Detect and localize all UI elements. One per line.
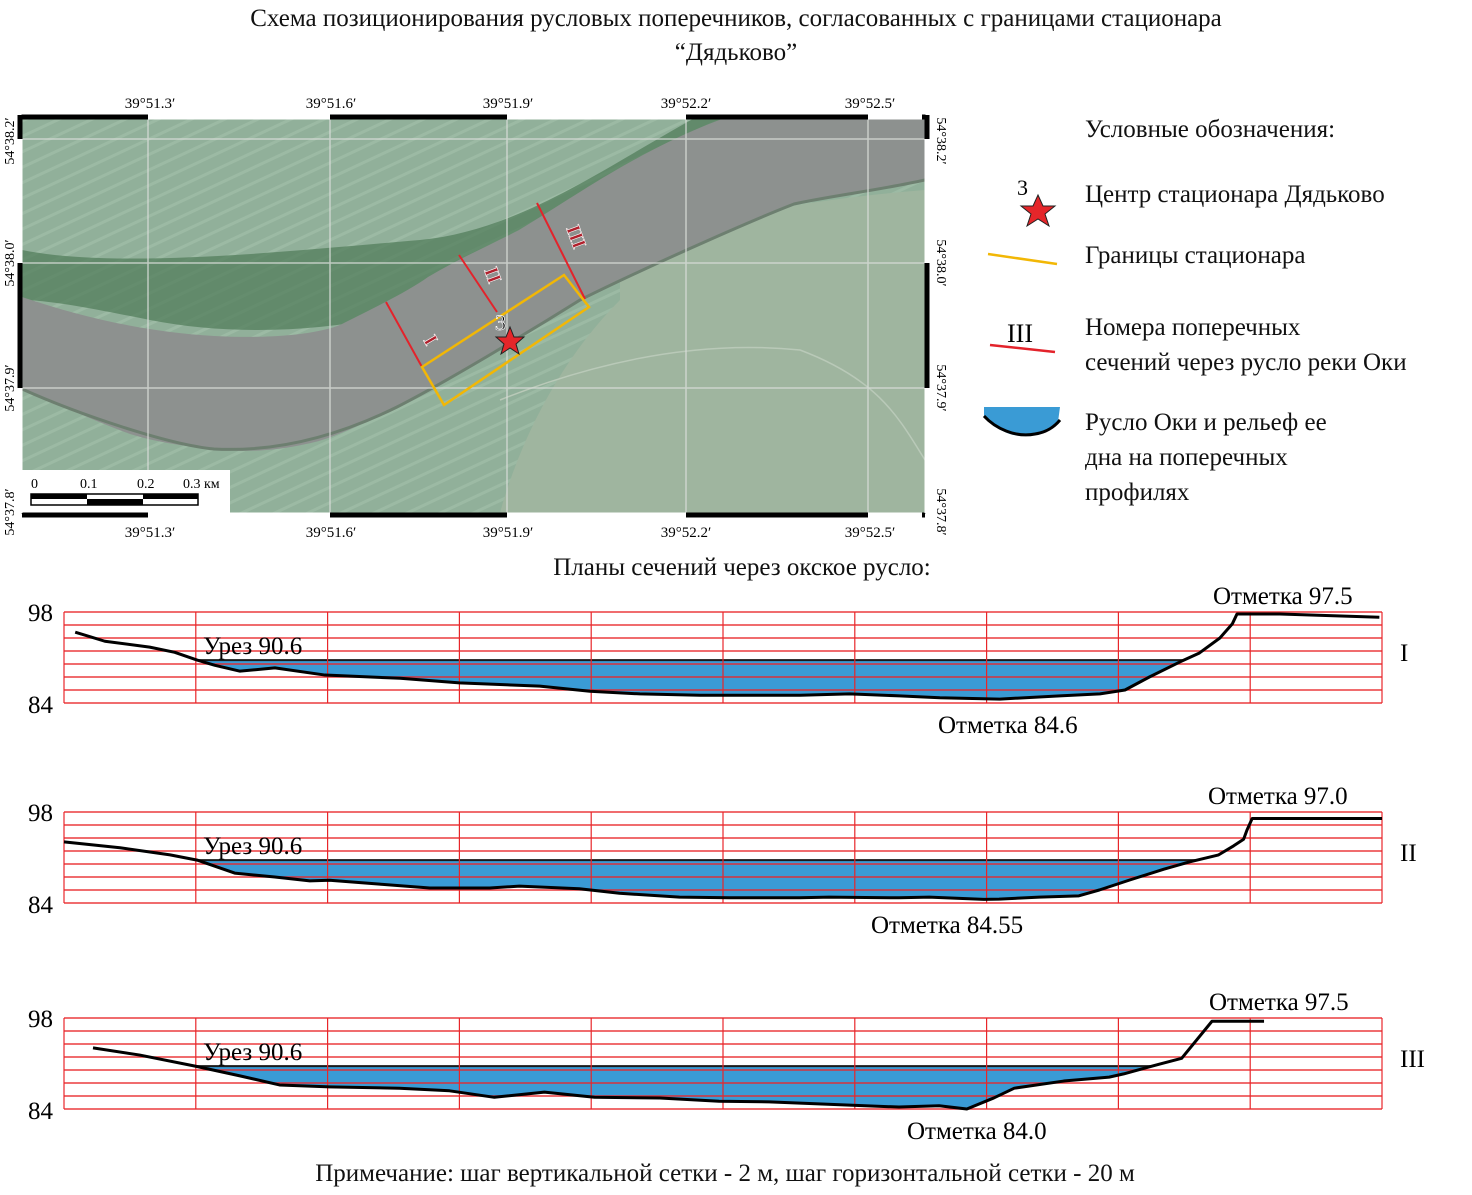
figure-title: Схема позиционирования русловых поперечн… bbox=[0, 2, 1472, 70]
river-bank bbox=[22, 178, 925, 451]
scale-label-0: 0 bbox=[31, 477, 38, 492]
station-number: 3 bbox=[495, 310, 506, 335]
scale-label-2: 0.2 bbox=[137, 477, 155, 492]
legend-star-icon bbox=[1019, 193, 1057, 228]
satellite-map: 0 0.1 0.2 0.3 км I II III 3 bbox=[22, 115, 925, 513]
max-elevation-label: Отметка 97.0 bbox=[1208, 783, 1348, 810]
road bbox=[499, 346, 925, 461]
title-line-2: “Дядьково” bbox=[674, 39, 798, 66]
lon-bottom-2: 39°51.6′ bbox=[306, 525, 357, 541]
scale-label-3: 0.3 км bbox=[183, 477, 220, 492]
section-line-III bbox=[536, 202, 586, 300]
legend-channel-line-3: профилях bbox=[1085, 479, 1190, 506]
lat-right-2: 54°38.0′ bbox=[933, 239, 948, 286]
scale-label-1: 0.1 bbox=[80, 477, 98, 492]
lon-top-3: 39°51.9′ bbox=[483, 96, 534, 112]
min-elevation-label: Отметка 84.0 bbox=[907, 1118, 1047, 1145]
y-tick-84: 84 bbox=[28, 892, 54, 919]
map-frame bbox=[17, 114, 930, 518]
sections-heading: Планы сечений через окское русло: bbox=[553, 554, 931, 581]
y-tick-98: 98 bbox=[28, 1006, 53, 1033]
lat-right-4: 54°37.8′ bbox=[933, 488, 948, 535]
lon-top-4: 39°52.2′ bbox=[661, 96, 712, 112]
y-tick-98: 98 bbox=[28, 800, 53, 827]
lat-left-2: 54°38.0′ bbox=[3, 239, 18, 286]
y-tick-84: 84 bbox=[28, 692, 54, 719]
legend-section-number: III bbox=[1007, 319, 1033, 348]
lat-left-3: 54°37.9′ bbox=[3, 364, 18, 411]
section-line-II bbox=[458, 254, 498, 313]
river-oka bbox=[22, 115, 925, 451]
legend-sections-line-1: Номера поперечных bbox=[1085, 314, 1301, 341]
longitude-labels: 39°51.3′ 39°51.6′ 39°51.9′ 39°52.2′ 39°5… bbox=[125, 96, 896, 541]
profile-number-label: II bbox=[1400, 840, 1417, 867]
legend-red-line-icon bbox=[989, 343, 1056, 354]
title-line-1: Схема позиционирования русловых поперечн… bbox=[250, 5, 1222, 32]
legend-icons: 3 III bbox=[982, 175, 1062, 437]
legend-yellow-line-icon bbox=[987, 252, 1058, 266]
lon-bottom-4: 39°52.2′ bbox=[661, 525, 712, 541]
station-star-icon bbox=[494, 325, 526, 356]
forest-belt bbox=[22, 115, 730, 330]
water-level-label: Урез 90.6 bbox=[203, 633, 302, 660]
y-tick-84: 84 bbox=[28, 1098, 54, 1125]
legend-sections-line-2: сечений через русло реки Оки bbox=[1085, 349, 1407, 376]
min-elevation-label: Отметка 84.55 bbox=[871, 912, 1023, 939]
water-level-label: Урез 90.6 bbox=[203, 833, 302, 860]
profile-number-label: I bbox=[1400, 640, 1408, 667]
profile-II: 98 84 Урез 90.6 Отметка 97.0 Отметка 84.55 II bbox=[28, 783, 1417, 939]
lon-top-5: 39°52.5′ bbox=[845, 96, 896, 112]
legend-channel-line-2: дна на поперечных bbox=[1085, 444, 1288, 471]
profile-I: 98 84 Урез 90.6 Отметка 97.5 Отметка 84.6 I bbox=[28, 583, 1408, 739]
lon-bottom-3: 39°51.9′ bbox=[483, 525, 534, 541]
min-elevation-label: Отметка 84.6 bbox=[938, 712, 1078, 739]
map-gridlines bbox=[22, 115, 925, 513]
bed-profile-line bbox=[92, 1019, 1265, 1111]
profile-III: 98 84 Урез 90.6 Отметка 97.5 Отметка 84.0 III bbox=[28, 989, 1425, 1145]
legend-label-sections: Номера поперечных сечений через русло ре… bbox=[1085, 310, 1407, 380]
lon-bottom-1: 39°51.3′ bbox=[125, 525, 176, 541]
lon-top-2: 39°51.6′ bbox=[306, 96, 357, 112]
lat-right-3: 54°37.9′ bbox=[933, 364, 948, 411]
legend-label-boundary: Границы стационара bbox=[1085, 242, 1306, 269]
station-boundary bbox=[420, 273, 591, 407]
lon-top-1: 39°51.3′ bbox=[125, 96, 176, 112]
lat-right-1: 54°38.2′ bbox=[933, 117, 948, 164]
legend-label-station: Центр стационара Дядьково bbox=[1085, 181, 1385, 208]
bed-profile-line bbox=[74, 612, 1380, 701]
legend-channel-line-1: Русло Оки и рельеф ее bbox=[1085, 409, 1327, 436]
lat-left-4: 54°37.8′ bbox=[3, 488, 18, 535]
legend-heading: Условные обозначения: bbox=[1085, 116, 1336, 143]
lat-left-1: 54°38.2′ bbox=[3, 117, 18, 164]
lon-bottom-5: 39°52.5′ bbox=[845, 525, 896, 541]
bed-profile-line bbox=[63, 817, 1382, 901]
y-tick-98: 98 bbox=[28, 600, 53, 627]
max-elevation-label: Отметка 97.5 bbox=[1213, 583, 1353, 610]
max-elevation-label: Отметка 97.5 bbox=[1209, 989, 1349, 1016]
section-label-II: II bbox=[479, 264, 505, 286]
legend-channel-profile-icon bbox=[984, 407, 1060, 436]
meadow bbox=[500, 190, 925, 513]
latitude-labels: 54°38.2′ 54°38.0′ 54°37.9′ 54°37.8′ 54°3… bbox=[3, 117, 948, 535]
section-line-I bbox=[385, 301, 423, 368]
legend-label-channel: Русло Оки и рельеф ее дна на поперечных … bbox=[1085, 405, 1327, 510]
scale-bar: 0 0.1 0.2 0.3 км bbox=[22, 470, 230, 513]
cross-sections bbox=[385, 202, 586, 368]
profile-number-label: III bbox=[1400, 1046, 1425, 1073]
legend-star-number: 3 bbox=[1017, 175, 1028, 200]
water-level-label: Урез 90.6 bbox=[203, 1039, 302, 1066]
grid-note: Примечание: шаг вертикальной сетки - 2 м… bbox=[315, 1160, 1135, 1187]
